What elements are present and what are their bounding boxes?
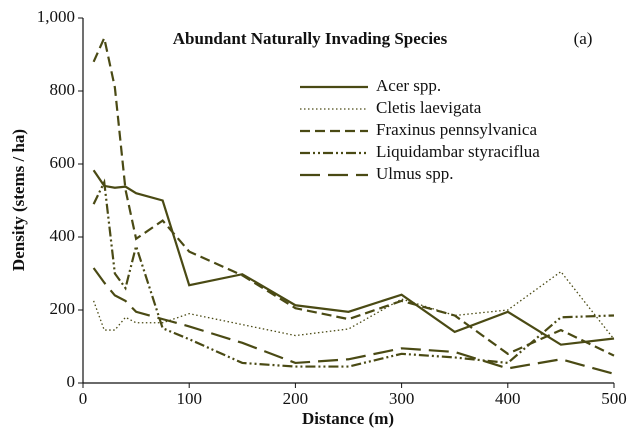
series-line xyxy=(92,34,615,357)
y-tick-label: 1,000 xyxy=(37,7,75,26)
chart-title: Abundant Naturally Invading Species xyxy=(173,29,448,48)
y-tick-label: 800 xyxy=(50,80,76,99)
y-tick-label: 200 xyxy=(50,299,76,318)
x-tick-label: 300 xyxy=(389,389,415,408)
series-line xyxy=(92,267,615,375)
y-axis-label: Density (stems / ha) xyxy=(9,129,28,271)
annotation: (a) xyxy=(574,29,593,48)
x-tick-label: 0 xyxy=(79,389,88,408)
legend-label: Ulmus spp. xyxy=(376,164,453,183)
x-tick-label: 400 xyxy=(495,389,521,408)
series-line xyxy=(92,178,615,368)
x-tick-label: 500 xyxy=(601,389,627,408)
legend-label: Fraxinus pennsylvanica xyxy=(376,120,537,139)
series-line xyxy=(92,169,615,346)
x-tick-label: 100 xyxy=(176,389,202,408)
y-tick-label: 400 xyxy=(50,226,76,245)
x-axis-label: Distance (m) xyxy=(302,409,394,428)
legend-label: Acer spp. xyxy=(376,76,441,95)
x-tick-label: 200 xyxy=(283,389,309,408)
y-tick-label: 0 xyxy=(67,372,76,391)
y-tick-label: 600 xyxy=(50,153,76,172)
legend-label: Liquidambar styraciflua xyxy=(376,142,540,161)
legend-label: Cletis laevigata xyxy=(376,98,482,117)
